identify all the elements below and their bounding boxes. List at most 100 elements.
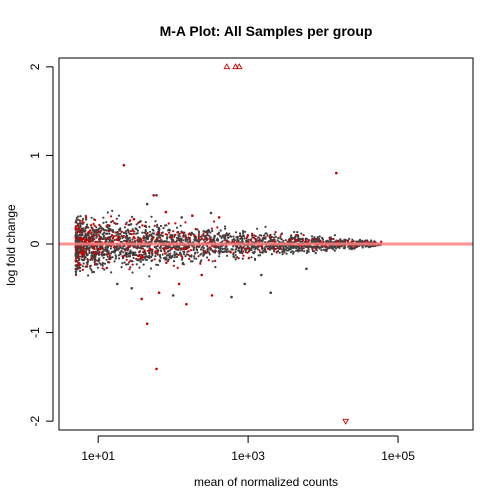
nonsignificant-point	[115, 255, 118, 258]
chart-title: M-A Plot: All Samples per group	[160, 23, 373, 39]
significant-point	[273, 240, 276, 243]
significant-point	[81, 268, 84, 271]
significant-point	[337, 239, 340, 242]
nonsignificant-point	[155, 263, 158, 266]
nonsignificant-point	[335, 247, 338, 250]
significant-point	[180, 255, 183, 258]
nonsignificant-point	[346, 240, 349, 243]
nonsignificant-point	[108, 239, 111, 242]
significant-point	[122, 234, 125, 237]
significant-point	[158, 231, 161, 234]
nonsignificant-point	[113, 238, 116, 242]
nonsignificant-point	[310, 235, 314, 238]
nonsignificant-point	[127, 231, 130, 234]
nonsignificant-point	[75, 216, 78, 219]
nonsignificant-point	[106, 249, 109, 253]
nonsignificant-point	[153, 232, 156, 235]
nonsignificant-point	[156, 233, 159, 236]
nonsignificant-point	[272, 236, 275, 239]
nonsignificant-point	[268, 245, 271, 248]
nonsignificant-point	[317, 239, 320, 242]
nonsignificant-point	[236, 235, 239, 238]
nonsignificant-point	[189, 233, 192, 236]
plot-frame	[58, 57, 474, 431]
nonsignificant-point	[129, 245, 132, 248]
nonsignificant-point	[243, 237, 246, 240]
nonsignificant-point	[91, 271, 94, 274]
nonsignificant-point	[146, 245, 149, 248]
nonsignificant-point	[174, 254, 177, 257]
outlier-point	[177, 282, 181, 286]
significant-point	[184, 221, 187, 224]
nonsignificant-point	[135, 263, 138, 266]
nonsignificant-point	[110, 271, 113, 274]
nonsignificant-point	[315, 249, 318, 252]
nonsignificant-point	[283, 251, 286, 254]
nonsignificant-point	[102, 256, 105, 259]
nonsignificant-point	[238, 232, 242, 235]
outlier-point	[260, 273, 263, 277]
nonsignificant-point	[192, 233, 195, 236]
nonsignificant-point	[98, 257, 101, 260]
nonsignificant-point	[103, 231, 106, 234]
nonsignificant-point	[206, 238, 209, 241]
nonsignificant-point	[114, 257, 117, 260]
significant-point	[76, 224, 80, 227]
nonsignificant-point	[75, 231, 78, 234]
nonsignificant-point	[300, 232, 303, 235]
nonsignificant-point	[332, 248, 335, 251]
nonsignificant-point	[366, 245, 369, 248]
nonsignificant-point	[178, 232, 181, 235]
nonsignificant-point	[209, 248, 212, 251]
nonsignificant-point	[206, 245, 209, 248]
significant-point	[128, 261, 131, 264]
significant-point	[305, 240, 308, 243]
outlier-point	[145, 202, 149, 206]
nonsignificant-point	[125, 221, 128, 224]
nonsignificant-point	[111, 209, 114, 212]
significant-point	[167, 222, 170, 225]
nonsignificant-point	[254, 240, 257, 243]
nonsignificant-point	[218, 255, 221, 258]
x-tick-label: 1e+05	[381, 449, 415, 463]
significant-point	[345, 239, 348, 242]
nonsignificant-point	[135, 232, 138, 235]
nonsignificant-point	[313, 250, 316, 253]
nonsignificant-point	[83, 258, 86, 262]
nonsignificant-point	[145, 258, 148, 261]
nonsignificant-point	[142, 263, 145, 266]
nonsignificant-point	[96, 247, 99, 251]
nonsignificant-point	[122, 245, 125, 248]
nonsignificant-point	[280, 232, 283, 235]
nonsignificant-point	[307, 250, 310, 253]
nonsignificant-point	[303, 250, 306, 253]
nonsignificant-point	[215, 238, 218, 242]
nonsignificant-point	[119, 228, 122, 231]
nonsignificant-point	[204, 235, 207, 238]
nonsignificant-point	[316, 245, 319, 248]
nonsignificant-point	[197, 230, 200, 233]
nonsignificant-point	[281, 253, 284, 256]
nonsignificant-point	[242, 231, 245, 235]
nonsignificant-point	[158, 254, 162, 257]
significant-point	[153, 224, 156, 227]
nonsignificant-point	[121, 247, 124, 250]
significant-point	[85, 216, 88, 219]
nonsignificant-point	[318, 235, 321, 238]
nonsignificant-point	[238, 251, 241, 254]
nonsignificant-point	[221, 247, 224, 251]
nonsignificant-point	[89, 267, 92, 270]
nonsignificant-point	[296, 248, 299, 252]
nonsignificant-point	[223, 247, 227, 250]
significant-point	[95, 252, 98, 256]
nonsignificant-point	[110, 256, 113, 259]
nonsignificant-point	[179, 253, 183, 256]
nonsignificant-point	[119, 227, 122, 230]
nonsignificant-point	[256, 248, 259, 251]
outlier-point	[122, 163, 126, 167]
nonsignificant-point	[141, 231, 144, 234]
nonsignificant-point	[240, 248, 243, 251]
nonsignificant-point	[227, 233, 230, 236]
nonsignificant-point	[276, 239, 279, 242]
x-tick-label: 1e+03	[231, 449, 265, 463]
